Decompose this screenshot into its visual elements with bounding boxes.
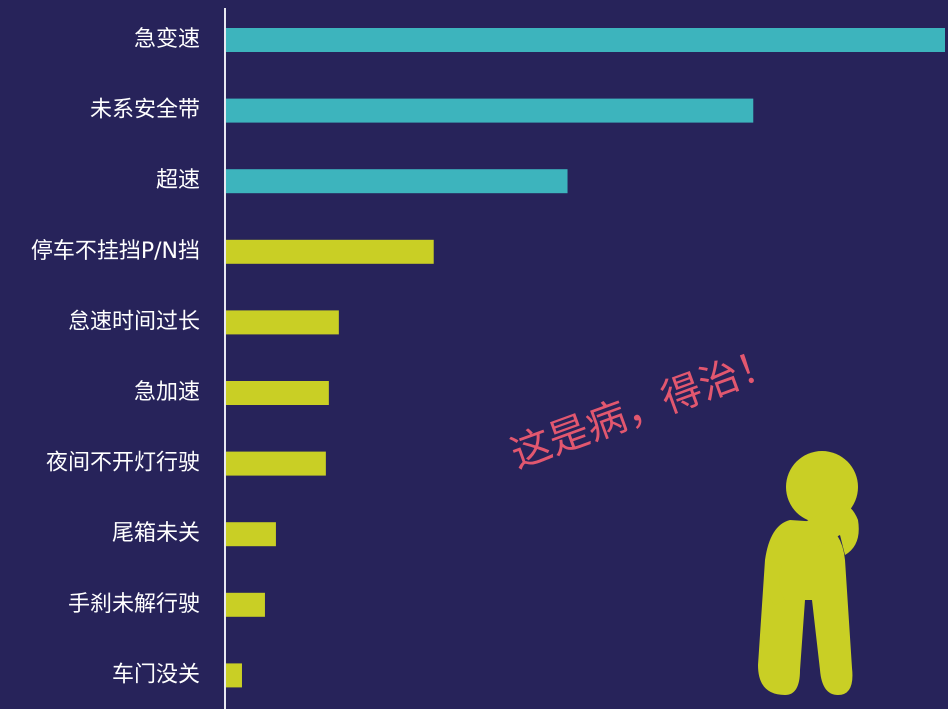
bar (226, 310, 339, 334)
bar (226, 28, 945, 52)
bar (226, 381, 329, 405)
category-label: 急加速 (134, 380, 200, 405)
bar (226, 522, 276, 546)
category-label: 未系安全带 (90, 98, 200, 123)
category-label: 车门没关 (112, 662, 200, 687)
bar (226, 663, 242, 687)
category-label: 夜间不开灯行驶 (46, 451, 200, 476)
page: 这是病，得治！ 急变速未系安全带超速停车不挂挡P/N挡怠速时间过长急加速夜间不开… (0, 0, 948, 709)
bar (226, 240, 434, 264)
category-label: 超速 (156, 168, 200, 193)
bar (226, 99, 753, 123)
category-label: 急变速 (134, 27, 200, 52)
bar (226, 593, 265, 617)
category-label: 尾箱未关 (112, 521, 200, 546)
bar (226, 452, 326, 476)
chart: 这是病，得治！ 急变速未系安全带超速停车不挂挡P/N挡怠速时间过长急加速夜间不开… (0, 0, 948, 709)
category-label: 停车不挂挡P/N挡 (31, 239, 200, 264)
category-label: 手刹未解行驶 (68, 592, 200, 617)
category-label: 怠速时间过长 (68, 309, 200, 334)
bar (226, 169, 568, 193)
